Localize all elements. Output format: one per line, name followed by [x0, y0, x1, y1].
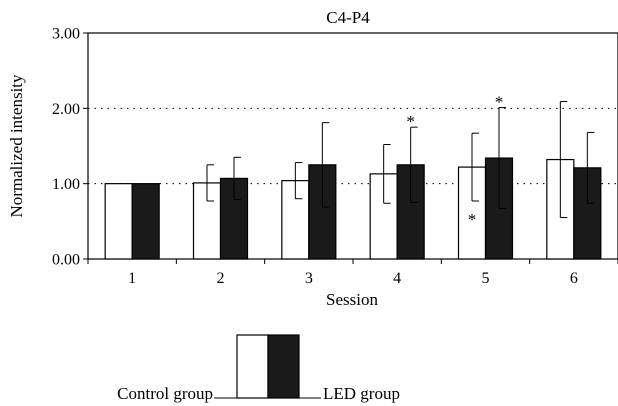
chart-title: C4-P4 — [326, 8, 370, 27]
x-tick-label: 5 — [482, 270, 490, 287]
y-tick-label: 0.00 — [52, 252, 80, 269]
legend-label-control: Control group — [117, 384, 213, 403]
error-bars — [206, 101, 595, 219]
y-axis: 0.00 1.00 2.00 3.00 — [52, 26, 88, 269]
significance-marks: * * * — [406, 93, 503, 229]
significance-star: * — [406, 112, 415, 131]
x-tick-label: 2 — [217, 270, 225, 287]
bar-led-1 — [131, 183, 160, 260]
y-tick-label: 2.00 — [52, 101, 80, 118]
y-tick-label: 3.00 — [52, 26, 80, 43]
gridlines — [88, 107, 618, 185]
plot-frame — [87, 32, 618, 260]
legend-label-led: LED group — [323, 384, 400, 403]
x-tick-label: 1 — [128, 270, 136, 287]
significance-star: * — [468, 210, 477, 229]
bar-led-3 — [308, 164, 337, 260]
y-tick-label: 1.00 — [52, 176, 80, 193]
legend-swatch-led — [267, 334, 300, 399]
x-axis: 1 2 3 4 5 6 — [87, 259, 618, 287]
x-tick-label: 6 — [570, 270, 578, 287]
x-tick-label: 4 — [393, 270, 401, 287]
y-axis-label: Normalized intensity — [7, 74, 26, 218]
x-tick-label: 3 — [305, 270, 313, 287]
x-axis-label: Session — [326, 290, 378, 309]
significance-star: * — [495, 93, 504, 112]
bar-control-1 — [104, 183, 133, 260]
bar-control-4 — [369, 173, 398, 260]
legend: Control group LED group — [117, 334, 400, 403]
bars — [104, 157, 602, 260]
legend-swatch-control — [236, 334, 269, 399]
